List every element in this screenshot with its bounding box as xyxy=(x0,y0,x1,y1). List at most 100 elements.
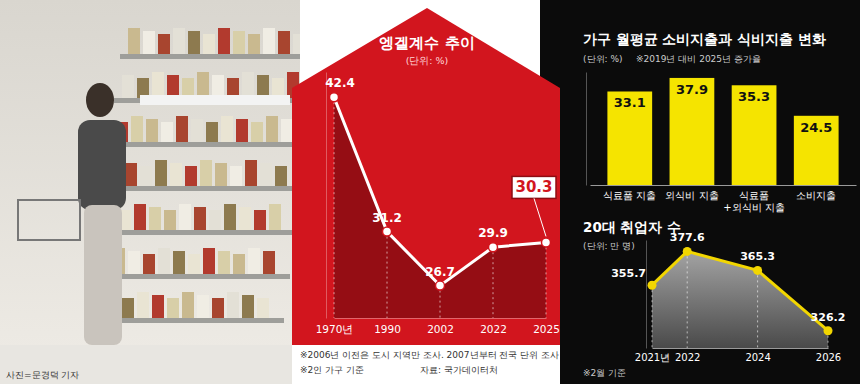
axis-line xyxy=(591,185,857,186)
tick: 2025 xyxy=(533,318,560,335)
axis-line xyxy=(326,73,327,319)
tick-label: 식료품 지출 xyxy=(603,190,656,201)
product xyxy=(218,28,230,54)
y-axis xyxy=(326,73,327,319)
product xyxy=(281,119,293,142)
tick: 1990 xyxy=(374,318,401,335)
product xyxy=(143,31,155,54)
product xyxy=(233,254,245,274)
product xyxy=(242,295,254,318)
product xyxy=(152,72,164,98)
product xyxy=(269,204,281,230)
data-label: 29.9 xyxy=(478,226,508,240)
plot-area xyxy=(330,93,551,318)
product xyxy=(146,119,158,142)
product xyxy=(143,254,155,274)
product xyxy=(209,210,221,230)
product xyxy=(197,295,209,318)
photo-caption: 사진=문경덕 기자 xyxy=(6,370,79,380)
product xyxy=(293,34,300,54)
point xyxy=(489,243,498,252)
label-box xyxy=(512,176,556,198)
shelf xyxy=(102,186,300,191)
product xyxy=(212,75,224,98)
note: ※2019년 대비 2025년 증가율 xyxy=(636,54,761,64)
tick-label: 2022 xyxy=(675,352,700,363)
drop-line xyxy=(546,242,547,318)
title: 엥겔계수 추이 xyxy=(379,34,474,52)
label-pointer xyxy=(534,198,546,236)
tick-label: 2022 xyxy=(480,323,507,335)
product xyxy=(236,119,248,142)
tick: 2022 xyxy=(675,348,700,363)
person-body xyxy=(78,120,126,210)
product xyxy=(263,251,275,274)
product xyxy=(188,31,200,54)
product xyxy=(188,254,200,274)
point xyxy=(648,281,657,290)
x-axis: 1970년 1990 2002 2022 2025 xyxy=(316,318,560,335)
tick: 2024 xyxy=(745,348,770,363)
tick: 소비지출 xyxy=(796,185,836,201)
product xyxy=(206,122,218,142)
product xyxy=(158,248,170,274)
product xyxy=(134,204,146,230)
tick-label: 1970년 xyxy=(316,323,354,335)
tick-label: 2024 xyxy=(745,352,770,363)
product xyxy=(224,204,236,230)
title: 20대 취업자 수 xyxy=(583,219,681,235)
person-legs xyxy=(84,205,122,345)
bar xyxy=(670,78,715,185)
area xyxy=(334,97,546,318)
product xyxy=(227,292,239,318)
tick: 식료품+외식비 지출 xyxy=(723,185,785,213)
product xyxy=(128,28,140,54)
product xyxy=(248,248,260,274)
shelf-edge xyxy=(140,95,290,105)
drop-line xyxy=(757,270,758,348)
product xyxy=(170,163,182,186)
bar xyxy=(607,91,652,185)
photo xyxy=(0,0,300,384)
data-label: 33.1 xyxy=(614,95,646,110)
drop-line xyxy=(493,247,494,318)
data-label: 26.7 xyxy=(425,265,455,279)
product xyxy=(149,207,161,230)
product xyxy=(278,31,290,54)
tick: 2021년 xyxy=(635,348,670,363)
point xyxy=(436,281,445,290)
axis-line xyxy=(653,348,829,349)
product xyxy=(185,166,197,186)
product xyxy=(251,122,263,142)
data-labels: 42.431.226.729.930.3 xyxy=(325,76,556,278)
bar xyxy=(794,116,839,185)
point xyxy=(542,238,551,247)
tick: 외식비 지출 xyxy=(665,185,718,201)
product xyxy=(176,116,188,142)
product xyxy=(212,298,224,318)
product xyxy=(182,292,194,318)
x-axis: 2021년202220242026 xyxy=(635,348,841,363)
y-axis xyxy=(586,73,587,186)
product xyxy=(167,298,179,318)
data-label: 326.2 xyxy=(811,311,846,324)
product xyxy=(242,72,254,98)
tick-label: 2002 xyxy=(427,323,454,335)
product xyxy=(152,295,164,318)
note: ※2월 기준 xyxy=(583,368,626,378)
bar xyxy=(732,85,777,185)
shelf xyxy=(120,54,300,59)
tick: 2022 xyxy=(480,318,507,335)
product xyxy=(164,210,176,230)
dark-panel xyxy=(540,0,860,384)
product xyxy=(221,116,233,142)
y-axis xyxy=(646,241,647,349)
product xyxy=(263,28,275,54)
product xyxy=(203,34,215,54)
canvas: 사진=문경덕 기자엥겔계수 추이(단위: %)42.431.226.729.93… xyxy=(0,0,860,384)
product xyxy=(179,204,191,230)
product xyxy=(173,251,185,274)
drop-line xyxy=(387,232,388,318)
title: 가구 월평균 소비지출과 식비지출 변화 xyxy=(583,31,826,47)
data-label: 37.9 xyxy=(676,82,708,97)
